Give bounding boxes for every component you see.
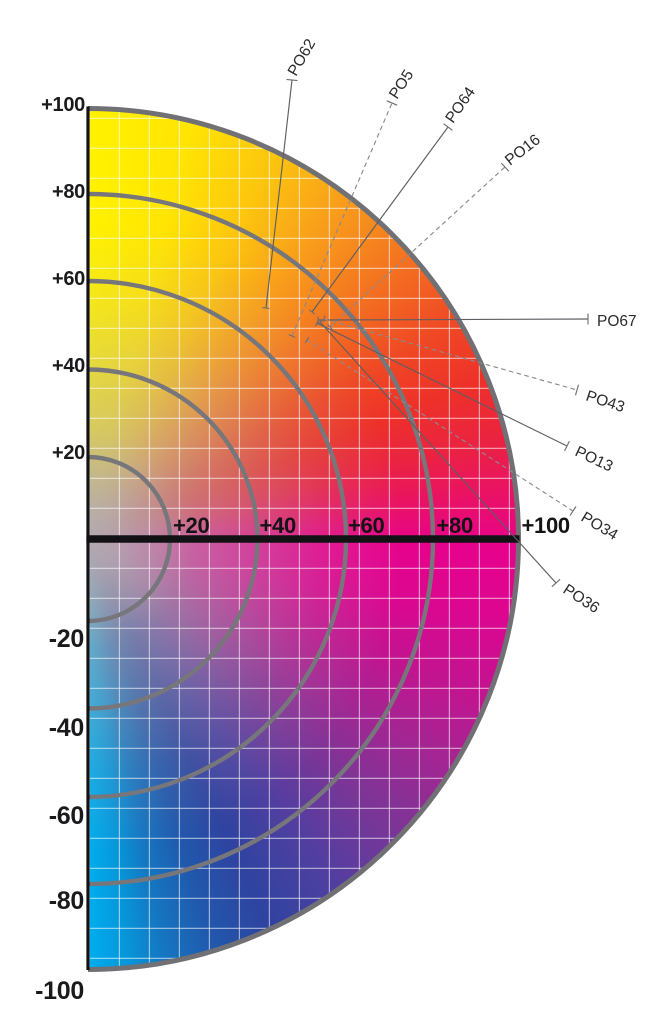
- leader-end-tick: [500, 162, 510, 172]
- leader-line-po13: [316, 322, 568, 447]
- leader-end-tick: [443, 123, 453, 131]
- b-tick-minus80: -80: [49, 887, 84, 915]
- leader-end-tick: [574, 384, 580, 396]
- a-tick-plus100: +100: [522, 513, 570, 538]
- leader-start-tick: [317, 319, 323, 325]
- pigment-label-po5: PO5: [386, 67, 417, 102]
- a-tick-plus20: +20: [173, 513, 209, 538]
- leader-start-tick: [304, 336, 310, 344]
- pigment-label-po16: PO16: [502, 131, 544, 169]
- a-tick-plus40: +40: [260, 513, 296, 538]
- b-axis-labels-positive: +100 +80 +60 +40 +20: [41, 94, 85, 464]
- b-tick-minus60: -60: [49, 802, 84, 830]
- leader-end-tick: [569, 506, 577, 516]
- b-tick-plus40: +40: [52, 355, 85, 377]
- a-axis-labels: +20 +40 +60 +80 +100: [173, 513, 570, 538]
- pigment-label-po13: PO13: [572, 443, 615, 475]
- pigment-label-po62: PO62: [285, 36, 320, 79]
- leader-line-po67: [317, 318, 589, 321]
- pigment-label-po64: PO64: [442, 84, 479, 127]
- leader-end-tick: [386, 100, 398, 106]
- leader-line-po62: [265, 79, 293, 309]
- leader-end-tick: [551, 578, 561, 588]
- leader-start-tick: [322, 315, 326, 323]
- pigment-label-po36: PO36: [560, 581, 603, 617]
- b-tick-minus40: -40: [49, 714, 84, 742]
- b-tick-plus60: +60: [52, 268, 85, 290]
- leader-start-tick: [327, 324, 333, 330]
- leader-line-po64: [311, 126, 449, 313]
- pigment-label-po43: PO43: [584, 388, 627, 416]
- leader-line-po36: [319, 321, 557, 584]
- pigment-label-po34: PO34: [578, 509, 621, 544]
- leader-start-tick: [308, 309, 316, 315]
- b-tick-minus100: -100: [35, 977, 84, 1005]
- b-tick-minus20: -20: [49, 625, 84, 653]
- leader-line-po43: [323, 318, 578, 391]
- leader-start-tick: [262, 307, 270, 309]
- leader-end-tick: [564, 440, 570, 452]
- b-axis-labels-negative: -20 -40 -60 -80 -100: [35, 625, 84, 1005]
- a-tick-plus60: +60: [348, 513, 384, 538]
- leader-start-tick: [288, 334, 296, 338]
- b-tick-plus20: +20: [52, 442, 85, 464]
- b-tick-plus80: +80: [52, 181, 85, 203]
- leader-start-tick: [314, 319, 320, 327]
- leader-end-tick: [286, 78, 298, 82]
- b-tick-plus100: +100: [41, 94, 85, 116]
- leader-line-po5: [291, 102, 393, 337]
- pigment-label-po67: PO67: [597, 313, 637, 330]
- pigment-leaders: [262, 78, 589, 588]
- a-tick-plus80: +80: [437, 513, 473, 538]
